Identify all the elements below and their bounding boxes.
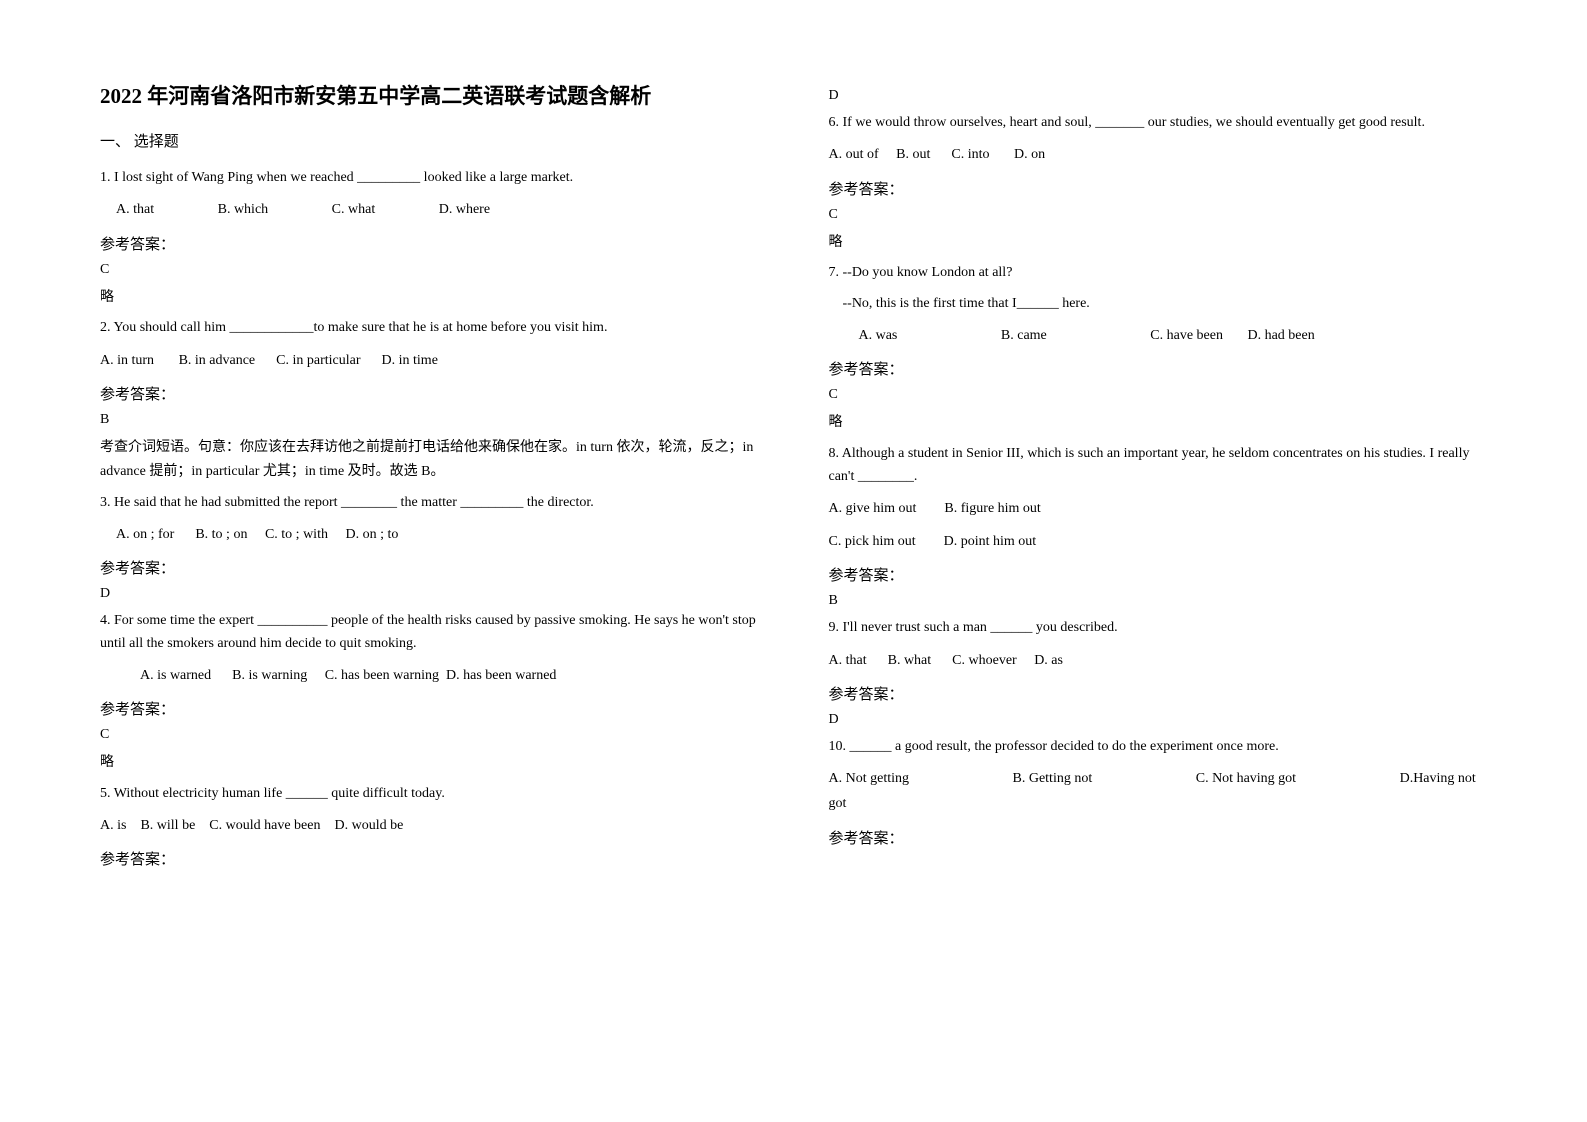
q10-answer-label: 参考答案： <box>829 827 1488 848</box>
q8-optD: D. point him out <box>944 534 1037 549</box>
q8-optA: A. give him out <box>829 501 917 516</box>
q9-text: 9. I'll never trust such a man ______ yo… <box>829 617 1488 639</box>
q6-brief: 略 <box>829 231 1488 255</box>
q10-optA: A. Not getting <box>829 771 910 786</box>
q3-answer: D <box>100 586 759 602</box>
q4-options: A. is warned B. is warning C. has been w… <box>140 663 759 688</box>
q2-optB: B. in advance <box>179 353 256 368</box>
q3-optD: D. on ; to <box>345 527 398 542</box>
q5-answer-label: 参考答案： <box>100 848 759 869</box>
q10-optC: C. Not having got <box>1196 771 1296 786</box>
right-column: D 6. If we would throw ourselves, heart … <box>829 80 1488 875</box>
q7-text1: 7. --Do you know London at all? <box>829 262 1488 284</box>
q1-optC: C. what <box>332 202 376 217</box>
q3-text: 3. He said that he had submitted the rep… <box>100 492 759 514</box>
q3-answer-label: 参考答案： <box>100 557 759 578</box>
left-column: 2022 年河南省洛阳市新安第五中学高二英语联考试题含解析 一、 选择题 1. … <box>100 80 759 875</box>
q3-optB: B. to ; on <box>195 527 247 542</box>
q2-answer: B <box>100 412 759 428</box>
section-header: 一、 选择题 <box>100 130 759 151</box>
q1-options: A. that B. which C. what D. where <box>116 197 759 222</box>
q2-optD: D. in time <box>382 353 438 368</box>
q7-brief: 略 <box>829 411 1488 435</box>
q3-optA: A. on ; for <box>116 527 174 542</box>
q7-optD: D. had been <box>1247 328 1314 343</box>
q5-answer: D <box>829 88 1488 104</box>
q2-explain: 考查介词短语。句意：你应该在去拜访他之前提前打电话给他来确保他在家。in tur… <box>100 436 759 484</box>
q1-optD: D. where <box>439 202 490 217</box>
q10-options: A. Not getting B. Getting not C. Not hav… <box>829 766 1488 816</box>
q2-answer-label: 参考答案： <box>100 383 759 404</box>
q2-text: 2. You should call him ____________to ma… <box>100 317 759 339</box>
q4-answer-label: 参考答案： <box>100 698 759 719</box>
q4-optA: A. is warned <box>140 668 211 683</box>
q1-optB: B. which <box>218 202 269 217</box>
q1-text: 1. I lost sight of Wang Ping when we rea… <box>100 167 759 189</box>
q1-answer-label: 参考答案： <box>100 233 759 254</box>
q3-optC: C. to ; with <box>265 527 328 542</box>
q7-optC: C. have been <box>1150 328 1223 343</box>
page-container: 2022 年河南省洛阳市新安第五中学高二英语联考试题含解析 一、 选择题 1. … <box>0 0 1587 915</box>
q10-optB: B. Getting not <box>1013 771 1093 786</box>
q6-options: A. out of B. out C. into D. on <box>829 142 1488 167</box>
q7-text2: --No, this is the first time that I_____… <box>829 293 1488 315</box>
document-title: 2022 年河南省洛阳市新安第五中学高二英语联考试题含解析 <box>100 80 759 110</box>
q1-brief: 略 <box>100 286 759 310</box>
q2-options: A. in turn B. in advance C. in particula… <box>100 348 759 373</box>
q4-brief: 略 <box>100 751 759 775</box>
q8-answer: B <box>829 593 1488 609</box>
q4-text: 4. For some time the expert __________ p… <box>100 610 759 655</box>
q7-optA: A. was <box>859 328 898 343</box>
q7-answer-label: 参考答案： <box>829 358 1488 379</box>
q4-optC: C. has been warning <box>325 668 439 683</box>
q2-optC: C. in particular <box>276 353 360 368</box>
q1-answer: C <box>100 262 759 278</box>
q6-text: 6. If we would throw ourselves, heart an… <box>829 112 1488 134</box>
q3-options: A. on ; for B. to ; on C. to ; with D. o… <box>116 522 759 547</box>
q8-text: 8. Although a student in Senior III, whi… <box>829 443 1488 488</box>
q7-answer: C <box>829 387 1488 403</box>
q9-options: A. that B. what C. whoever D. as <box>829 648 1488 673</box>
q7-optB: B. came <box>1001 328 1047 343</box>
q8-options-row2: C. pick him out D. point him out <box>829 529 1488 554</box>
q4-answer: C <box>100 727 759 743</box>
q10-optD: D.Having not got <box>829 771 1476 811</box>
q5-text: 5. Without electricity human life ______… <box>100 783 759 805</box>
q8-answer-label: 参考答案： <box>829 564 1488 585</box>
q8-optB: B. figure him out <box>944 501 1040 516</box>
q8-optC: C. pick him out <box>829 534 916 549</box>
q6-answer-label: 参考答案： <box>829 178 1488 199</box>
q4-optB: B. is warning <box>232 668 307 683</box>
q6-answer: C <box>829 207 1488 223</box>
q10-text: 10. ______ a good result, the professor … <box>829 736 1488 758</box>
q7-options: A. was B. came C. have been D. had been <box>859 323 1488 348</box>
q9-answer-label: 参考答案： <box>829 683 1488 704</box>
q2-optA: A. in turn <box>100 353 154 368</box>
q8-options-row1: A. give him out B. figure him out <box>829 496 1488 521</box>
q9-answer: D <box>829 712 1488 728</box>
q1-optA: A. that <box>116 202 154 217</box>
q4-optD: D. has been warned <box>446 668 556 683</box>
q5-options: A. is B. will be C. would have been D. w… <box>100 813 759 838</box>
